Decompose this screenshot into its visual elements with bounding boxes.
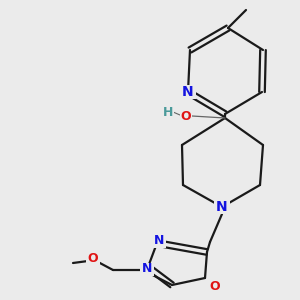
Bar xyxy=(152,235,166,248)
Text: O: O xyxy=(210,280,220,292)
Text: N: N xyxy=(142,262,152,275)
Bar xyxy=(214,200,230,214)
Bar xyxy=(140,262,154,275)
Bar xyxy=(86,251,100,265)
Text: N: N xyxy=(154,235,164,248)
Bar xyxy=(180,110,192,122)
Text: O: O xyxy=(88,251,98,265)
Text: N: N xyxy=(216,200,228,214)
Text: H: H xyxy=(163,106,173,118)
Bar xyxy=(208,280,222,292)
Bar xyxy=(180,85,196,99)
Text: O: O xyxy=(181,110,191,122)
Text: N: N xyxy=(182,85,194,99)
Bar xyxy=(162,106,174,118)
